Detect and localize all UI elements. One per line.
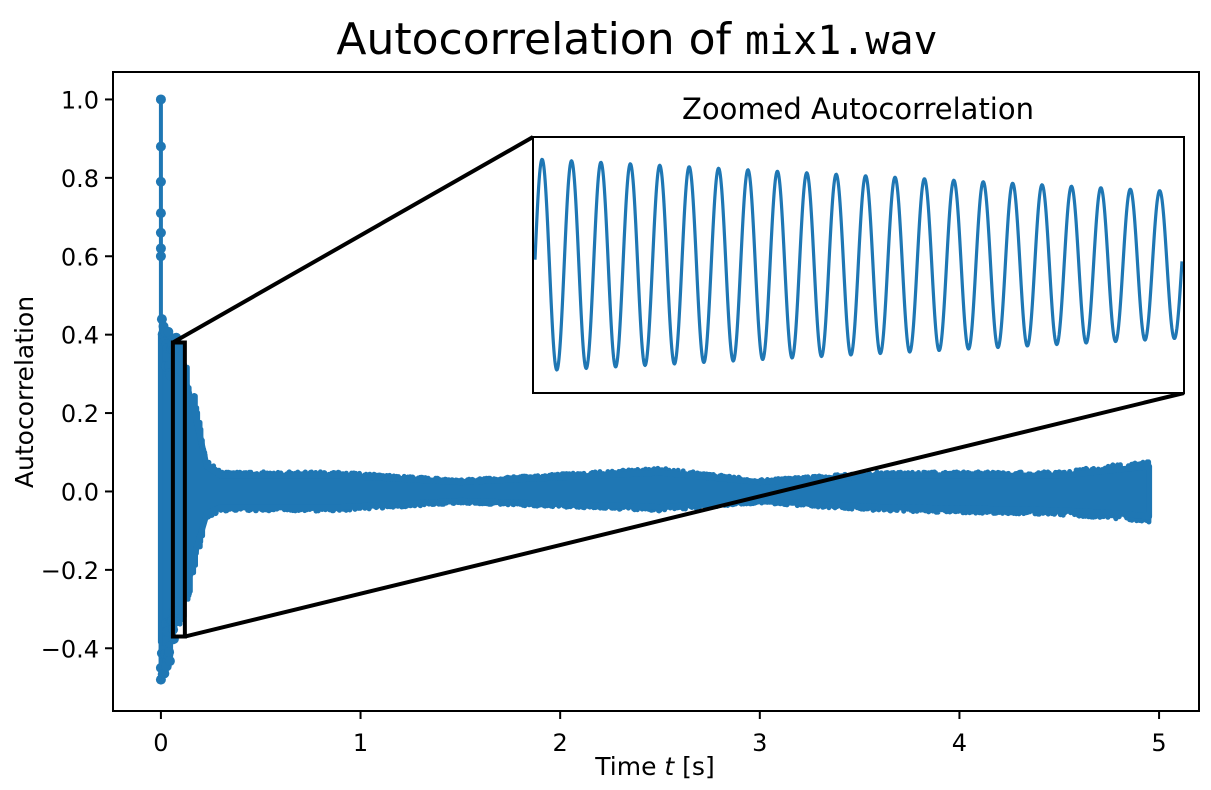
y-tick-label: 0.6 xyxy=(61,243,99,271)
zoom-connector-bottom xyxy=(184,391,1185,639)
y-tick-label: 0.2 xyxy=(61,400,99,428)
x-axis-label-unit: [s] xyxy=(674,752,714,781)
zoom-indicator xyxy=(170,135,1185,639)
series-point xyxy=(155,208,166,219)
x-axis-label-text: Time xyxy=(594,752,664,781)
y-tick-label: 0.4 xyxy=(61,322,99,350)
x-tick-label: 2 xyxy=(553,729,568,757)
chart-title: Autocorrelation of mix1.wav xyxy=(336,14,937,65)
series-point xyxy=(163,326,174,337)
zoom-region-rect xyxy=(170,340,187,639)
chart-title-filename: mix1.wav xyxy=(745,18,938,64)
y-tick-label: −0.4 xyxy=(41,635,99,663)
y-tick-label: −0.2 xyxy=(41,557,99,585)
x-tick-label: 4 xyxy=(952,729,967,757)
series-point xyxy=(155,251,166,262)
y-tick-label: 0.0 xyxy=(61,478,99,506)
inset-wave-line xyxy=(533,157,1184,372)
series-point xyxy=(164,647,175,658)
zoom-connector-top xyxy=(171,135,534,345)
inset-zoom-plot: Zoomed Autocorrelation xyxy=(532,92,1185,394)
x-axis-ticks: 0 1 2 3 4 5 xyxy=(153,711,1167,757)
x-axis-label-variable: t xyxy=(664,752,675,781)
series-point xyxy=(155,227,166,238)
main-series-density xyxy=(157,331,1153,645)
y-tick-label: 1.0 xyxy=(61,86,99,114)
x-tick-label: 0 xyxy=(153,729,168,757)
y-tick-label: 0.8 xyxy=(61,165,99,193)
inset-frame xyxy=(532,136,1185,394)
x-tick-label: 3 xyxy=(752,729,767,757)
chart-title-text: Autocorrelation of xyxy=(336,14,745,65)
x-axis-label: Time t [s] xyxy=(594,752,714,781)
series-point xyxy=(155,176,166,187)
series-point xyxy=(155,243,166,254)
plot-area-frame xyxy=(112,71,1200,712)
x-tick-label: 5 xyxy=(1151,729,1166,757)
series-point xyxy=(155,141,166,152)
inset-title: Zoomed Autocorrelation xyxy=(682,92,1034,126)
y-axis-label: Autocorrelation xyxy=(10,296,39,488)
y-axis-ticks: −0.4 −0.2 0.0 0.2 0.4 0.6 0.8 1.0 xyxy=(41,86,113,663)
x-tick-label: 1 xyxy=(353,729,368,757)
series-point xyxy=(164,656,175,667)
series-point xyxy=(155,94,166,105)
